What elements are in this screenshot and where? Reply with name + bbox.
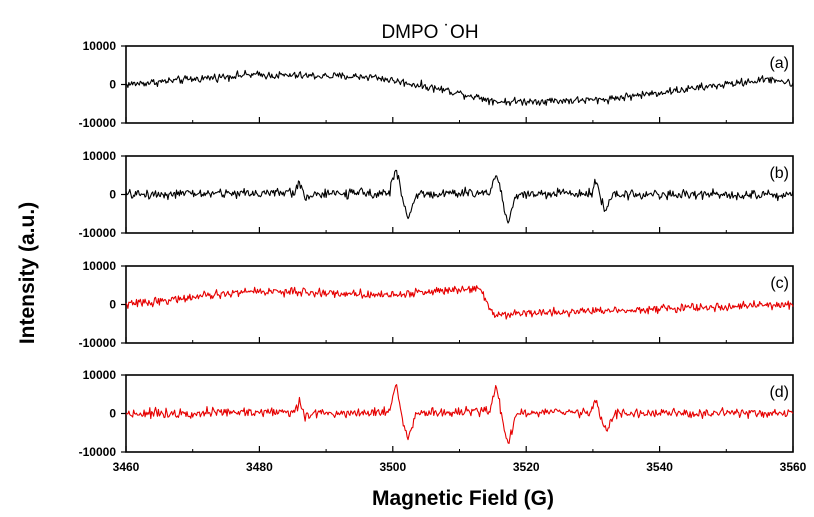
y-tick-label: -10000: [79, 226, 117, 240]
panel-label: (a): [769, 55, 789, 72]
x-tick-label: 3480: [246, 460, 273, 474]
panels: 10000 0 -10000 (a) 10000 0 -10000 (b) 10000 0 -100…: [79, 39, 807, 474]
y-tick-label: 0: [109, 78, 116, 92]
series-line: [125, 69, 794, 107]
series-line: [125, 384, 794, 444]
chart-title: DMPO ˙OH: [381, 22, 478, 43]
x-axis-title: Magnetic Field (G): [372, 487, 554, 510]
x-tick-label: 3560: [780, 460, 807, 474]
series-line: [125, 169, 794, 224]
y-tick-label: 0: [109, 188, 116, 202]
y-tick-label: -10000: [79, 116, 117, 130]
y-tick-label: 0: [109, 407, 116, 421]
y-tick-label: 0: [109, 298, 116, 312]
y-axis-title: Intensity (a.u.): [16, 202, 39, 344]
y-tick-label: -10000: [79, 336, 117, 350]
y-tick-label: 10000: [83, 149, 117, 163]
panel-label: (b): [769, 165, 789, 182]
y-tick-label: 10000: [83, 259, 117, 273]
y-tick-label: 10000: [83, 368, 117, 382]
x-tick-label: 3540: [646, 460, 673, 474]
panel-label: (c): [770, 275, 789, 292]
y-tick-label: 10000: [83, 39, 117, 53]
x-tick-label: 3520: [513, 460, 540, 474]
panel-label: (d): [769, 384, 789, 401]
x-tick-label: 3460: [113, 460, 140, 474]
series-line: [125, 285, 794, 320]
y-tick-label: -10000: [79, 445, 117, 459]
panel-frame: [125, 45, 794, 124]
x-tick-label: 3500: [379, 460, 406, 474]
